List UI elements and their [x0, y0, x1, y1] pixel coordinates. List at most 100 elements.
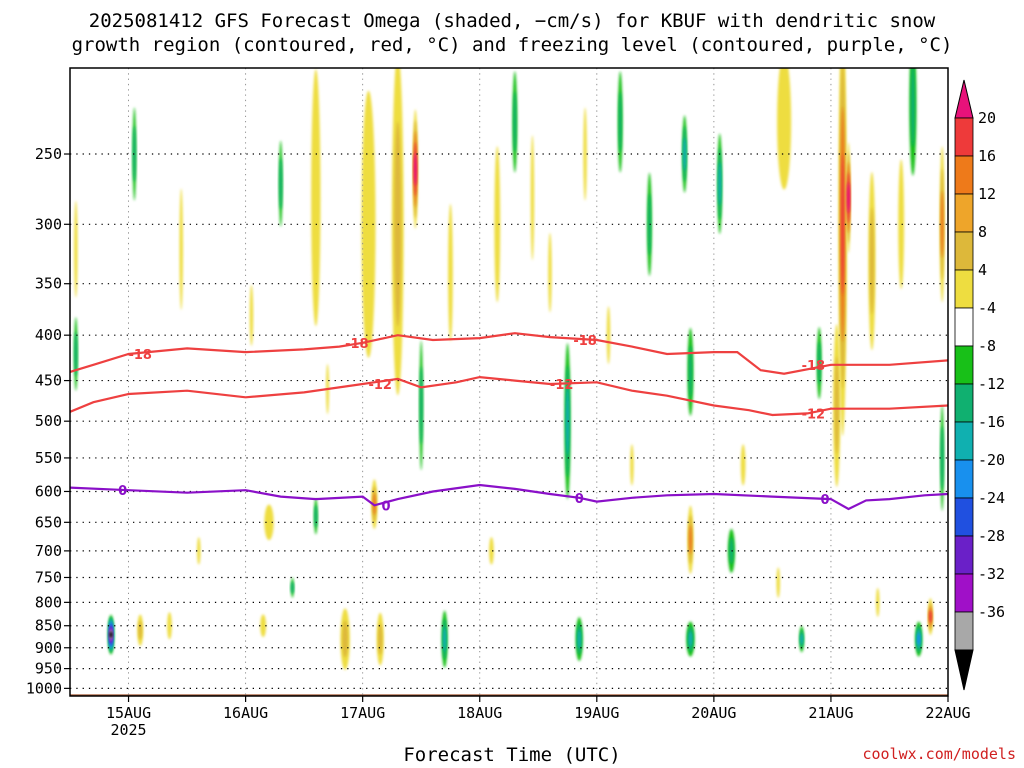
y-tick-label-350: 350	[35, 275, 62, 293]
colorbar-label-13: -36	[978, 603, 1005, 621]
x-tick-label-22AUG: 22AUG	[925, 704, 970, 722]
colorbar-segment-4	[954, 269, 974, 309]
omega-cell-1-level-1	[138, 620, 142, 640]
y-tick-label-950: 950	[35, 660, 62, 678]
omega-cell-46-level-0	[179, 188, 183, 310]
y-tick-label-300: 300	[35, 215, 62, 233]
contour-label-0-0: 0	[118, 484, 127, 499]
omega-cell-47-level-0	[74, 200, 78, 298]
omega-cell-34-level-1	[817, 341, 821, 385]
contour-label-0-1: 0	[382, 499, 391, 514]
colorbar-label-9: -20	[978, 451, 1005, 469]
omega-cell-18-level-1	[513, 91, 517, 153]
y-tick-label-250: 250	[35, 145, 62, 163]
colorbar-segment-0	[954, 117, 974, 157]
colorbar-label-2: 12	[978, 185, 996, 203]
omega-cell-17-level-0	[494, 146, 501, 303]
omega-cell-25-level-1	[647, 193, 651, 256]
y-tick-label-650: 650	[35, 513, 62, 531]
colorbar-label-1: 16	[978, 147, 996, 165]
omega-cell-0-level-8	[109, 631, 113, 638]
omega-cell-56-level-0	[197, 537, 201, 565]
colorbar-label-8: -16	[978, 413, 1005, 431]
omega-cell-24-level-0	[606, 306, 611, 365]
omega-cell-36-level-4	[846, 182, 850, 213]
colorbar-segment-6	[954, 345, 974, 385]
colorbar-bottom-triangle	[954, 649, 974, 691]
colorbar-label-11: -28	[978, 527, 1005, 545]
omega-cell-37-level-1	[834, 356, 839, 455]
omega-cell-58-level-0	[583, 107, 587, 201]
omega-cell-26-level-2	[683, 137, 687, 171]
contour-line--12	[70, 375, 948, 417]
omega-cell-39-level-0	[898, 159, 905, 290]
omega-cell-55-level-0	[876, 587, 880, 617]
y-tick-label-700: 700	[35, 542, 62, 560]
omega-cell-16-level-0	[448, 203, 453, 342]
omega-cell-42-level-3	[928, 610, 932, 623]
omega-shading	[74, 68, 945, 670]
colorbar-segment-8	[954, 421, 974, 461]
omega-cell-45-level-1	[132, 126, 136, 182]
omega-cell-22-level-0	[530, 135, 535, 261]
colorbar-segment-13	[954, 611, 974, 651]
omega-cell-13-level-0	[311, 69, 321, 327]
omega-cell-7-level-1	[342, 620, 348, 658]
colorbar-label-10: -24	[978, 489, 1005, 507]
colorbar-segment-10	[954, 497, 974, 537]
plot-frame	[69, 67, 949, 697]
colorbar-top-triangle	[954, 79, 974, 119]
omega-cell-40-level-1	[910, 68, 915, 148]
omega-cell-52-level-0	[630, 444, 634, 486]
omega-cell-23-level-1	[618, 91, 622, 153]
y-tick-label-800: 800	[35, 593, 62, 611]
omega-cell-10-level-4	[413, 152, 417, 186]
colorbar-segment-1	[954, 155, 974, 195]
omega-cell-50-level-0	[249, 284, 254, 346]
x-axis-label: Forecast Time (UTC)	[403, 744, 621, 766]
omega-cell-51-level-0	[548, 232, 552, 313]
x-tick-label-18AUG: 18AUG	[457, 704, 502, 722]
omega-cell-41-level-3	[917, 633, 921, 645]
x-tick-label-19AUG: 19AUG	[574, 704, 619, 722]
omega-cell-54-level-0	[776, 567, 781, 598]
contour-label--18-0: -18	[128, 348, 152, 363]
omega-cell-8-level-1	[378, 623, 383, 655]
omega-cell-6-level-1	[314, 505, 318, 528]
colorbar-label-6: -8	[978, 337, 996, 355]
omega-cell-28-level-2	[688, 631, 693, 647]
omega-cell-38-level-1	[869, 207, 875, 315]
colorbar-label-7: -12	[978, 375, 1005, 393]
omega-cell-48-level-1	[74, 331, 78, 377]
omega-cell-20-level-2	[566, 387, 570, 455]
omega-cell-49-level-1	[279, 157, 283, 210]
contour-label--12-0: -12	[368, 378, 392, 393]
colorbar-segment-12	[954, 573, 974, 613]
x-tick-label-15AUG: 15AUG	[106, 704, 151, 722]
y-tick-label-400: 400	[35, 326, 62, 344]
omega-cell-35-level-3	[841, 153, 845, 295]
omega-cell-5-level-1	[290, 581, 294, 594]
omega-cell-44-level-1	[940, 426, 944, 490]
y-axis: 250 300 350 400 450 500 550 600 650 700 750 800 850 9…	[26, 145, 70, 697]
omega-cell-2-level-0	[167, 612, 172, 640]
omega-cell-33-level-2	[800, 633, 804, 645]
y-tick-label-500: 500	[35, 412, 62, 430]
y-tick-label-850: 850	[35, 617, 62, 635]
colorbar: 20 16 12 8 4 -4 -8 -12 -16 -20 -24 -28 -32 -36	[954, 79, 1005, 691]
contour-label--18-3: -18	[802, 359, 826, 374]
x-tick-label-17AUG: 17AUG	[340, 704, 385, 722]
omega-cell-15-level-1	[419, 366, 423, 445]
x-tick-label-20AUG: 20AUG	[691, 704, 736, 722]
credit-link[interactable]: coolwx.com/models	[862, 745, 1016, 763]
contour-label-0-3: 0	[821, 493, 830, 508]
omega-cell-14-level-2	[443, 626, 447, 652]
omega-cell-19-level-0	[489, 537, 494, 565]
omega-cell-53-level-0	[740, 444, 746, 486]
contour-label--12-2: -12	[802, 407, 826, 422]
colorbar-label-0: 20	[978, 109, 996, 127]
colorbar-label-12: -32	[978, 565, 1005, 583]
colorbar-segment-2	[954, 193, 974, 233]
